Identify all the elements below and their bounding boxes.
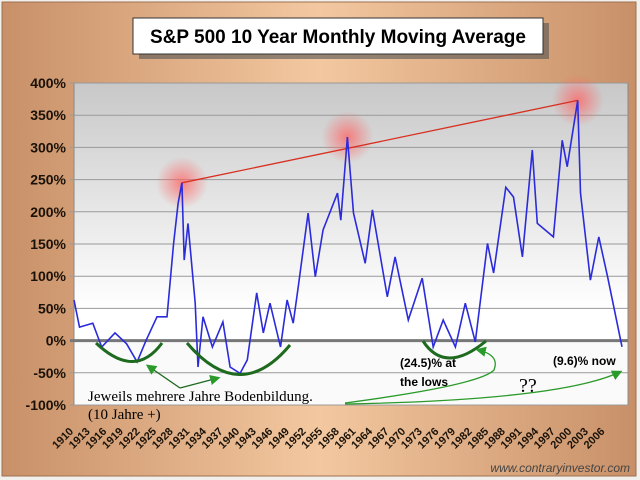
y-tick-label: 200% <box>30 204 66 220</box>
y-tick-label: 400% <box>30 75 66 91</box>
question-annotation: ?? <box>519 375 537 397</box>
y-tick-label: 0% <box>46 333 67 349</box>
y-tick-label: 250% <box>30 172 66 188</box>
y-tick-label: 350% <box>30 107 66 123</box>
lows-annotation-2: the lows <box>400 375 448 389</box>
lows-annotation-1: (24.5)% at <box>400 356 456 370</box>
y-tick-label: -100% <box>26 397 67 413</box>
y-tick-label: -50% <box>33 365 66 381</box>
bottoms-sub-annotation: (10 Jahre +) <box>88 407 161 423</box>
bottom-arc-1940s <box>185 342 292 376</box>
y-tick-label: 150% <box>30 236 66 252</box>
series-line <box>73 100 623 375</box>
bottom-arc-1920s <box>94 341 164 363</box>
now-annotation: (9.6)% now <box>553 354 616 368</box>
arrow-1 <box>145 364 181 389</box>
y-tick-label: 50% <box>38 300 67 316</box>
title-box <box>132 17 544 55</box>
trend-line <box>181 99 578 184</box>
y-tick-label: 100% <box>30 268 66 284</box>
bottoms-annotation: Jeweils mehrere Jahre Bodenbildung. <box>88 389 313 405</box>
arrow-2 <box>179 374 221 389</box>
y-tick-label: 300% <box>30 139 66 155</box>
arrow-3 <box>344 346 496 404</box>
source-credit: www.contraryinvestor.com <box>490 461 630 475</box>
arrow-4 <box>344 370 623 405</box>
chart-title: S&P 500 10 Year Monthly Moving Average <box>150 27 526 48</box>
